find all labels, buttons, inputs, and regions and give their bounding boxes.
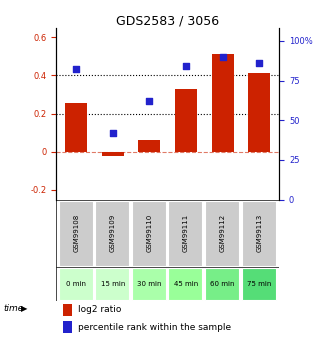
Bar [63, 304, 72, 316]
Bar [138, 140, 160, 152]
Bar [59, 268, 93, 300]
Bar [212, 55, 234, 152]
Bar [248, 73, 270, 152]
Text: 75 min: 75 min [247, 281, 271, 287]
Bar [169, 268, 203, 300]
Bar [205, 268, 239, 300]
Title: GDS2583 / 3056: GDS2583 / 3056 [116, 14, 219, 28]
Text: 60 min: 60 min [210, 281, 235, 287]
Bar [65, 103, 87, 152]
Text: GSM99108: GSM99108 [73, 214, 79, 253]
Text: time: time [3, 304, 23, 313]
Bar [63, 321, 72, 333]
Text: 30 min: 30 min [137, 281, 162, 287]
Bar [102, 152, 124, 156]
Text: GSM99110: GSM99110 [146, 214, 152, 253]
Text: 15 min: 15 min [101, 281, 125, 287]
Point [110, 130, 116, 136]
Point [256, 60, 262, 66]
Bar [242, 201, 276, 266]
Bar [242, 268, 276, 300]
Text: GSM99109: GSM99109 [110, 214, 116, 253]
Bar [59, 201, 93, 266]
Text: ▶: ▶ [21, 304, 27, 313]
Text: GSM99111: GSM99111 [183, 214, 189, 253]
Text: log2 ratio: log2 ratio [78, 305, 122, 315]
Bar [95, 201, 129, 266]
Bar [132, 201, 166, 266]
Point [147, 98, 152, 104]
Point [183, 63, 188, 69]
Text: GSM99113: GSM99113 [256, 214, 262, 253]
Text: 0 min: 0 min [66, 281, 86, 287]
Bar [95, 268, 129, 300]
Point [74, 67, 79, 72]
Bar [205, 201, 239, 266]
Text: GSM99112: GSM99112 [220, 214, 226, 253]
Bar [132, 268, 166, 300]
Text: 45 min: 45 min [174, 281, 198, 287]
Text: percentile rank within the sample: percentile rank within the sample [78, 323, 232, 332]
Bar [169, 201, 203, 266]
Bar [175, 89, 197, 152]
Point [220, 54, 225, 59]
